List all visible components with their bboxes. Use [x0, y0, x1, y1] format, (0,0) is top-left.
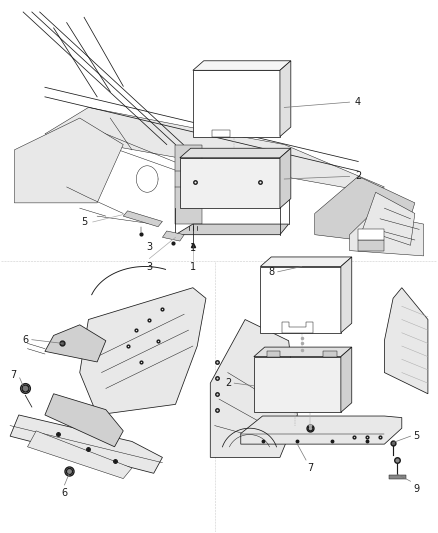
Polygon shape — [280, 61, 291, 136]
Polygon shape — [267, 351, 280, 357]
Polygon shape — [363, 192, 415, 245]
Polygon shape — [45, 108, 385, 192]
Text: 7: 7 — [11, 370, 17, 380]
Text: 2: 2 — [225, 378, 231, 388]
Text: 5: 5 — [413, 431, 420, 441]
Polygon shape — [341, 347, 352, 413]
Polygon shape — [210, 319, 297, 457]
Text: 6: 6 — [61, 488, 67, 498]
Polygon shape — [260, 266, 341, 333]
Polygon shape — [10, 415, 162, 473]
Polygon shape — [176, 224, 289, 235]
Text: 2: 2 — [355, 172, 361, 181]
Polygon shape — [193, 70, 280, 136]
Text: 4: 4 — [355, 97, 361, 107]
Polygon shape — [358, 240, 385, 251]
Polygon shape — [385, 288, 428, 394]
Text: 1: 1 — [190, 262, 196, 272]
Polygon shape — [358, 229, 385, 240]
Polygon shape — [241, 416, 402, 444]
Polygon shape — [260, 257, 352, 266]
Text: 6: 6 — [22, 335, 28, 345]
Polygon shape — [193, 61, 291, 70]
Polygon shape — [45, 325, 106, 362]
Text: 1: 1 — [190, 243, 196, 253]
Polygon shape — [212, 130, 230, 136]
Polygon shape — [350, 214, 424, 256]
Polygon shape — [389, 475, 406, 479]
Polygon shape — [28, 431, 132, 479]
Text: 7: 7 — [307, 463, 314, 473]
Polygon shape — [162, 231, 184, 241]
Polygon shape — [14, 118, 123, 203]
Polygon shape — [123, 211, 162, 227]
Polygon shape — [280, 148, 291, 208]
Text: 5: 5 — [81, 217, 88, 227]
Polygon shape — [315, 176, 415, 245]
Polygon shape — [180, 158, 280, 208]
Text: 9: 9 — [413, 484, 420, 494]
Polygon shape — [176, 144, 201, 224]
Polygon shape — [80, 288, 206, 415]
Polygon shape — [341, 257, 352, 333]
Polygon shape — [45, 394, 123, 447]
Text: 3: 3 — [146, 262, 152, 272]
Polygon shape — [180, 148, 291, 158]
Text: 8: 8 — [268, 267, 275, 277]
Polygon shape — [323, 351, 336, 357]
Polygon shape — [254, 347, 352, 357]
Polygon shape — [254, 357, 341, 413]
Polygon shape — [282, 322, 313, 333]
Text: 3: 3 — [146, 242, 152, 252]
